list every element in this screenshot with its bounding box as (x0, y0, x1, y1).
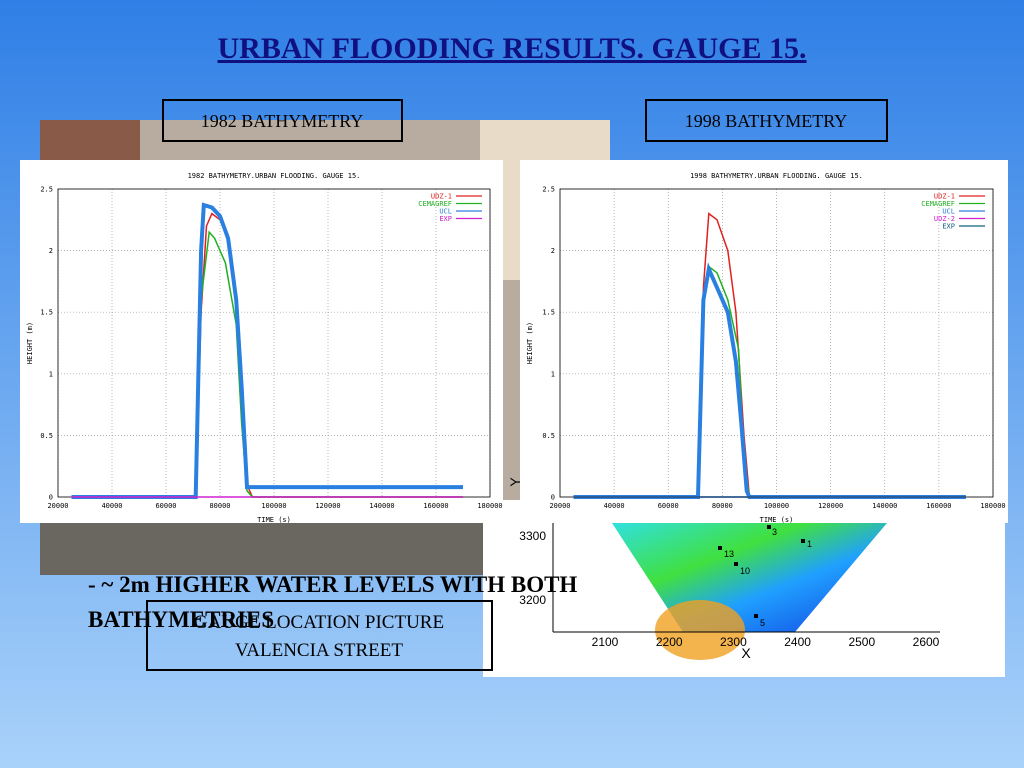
x-tick-label: 120000 (315, 502, 340, 510)
series-line (573, 262, 966, 499)
chart-panel (20, 160, 503, 523)
x-tick-label: 180000 (477, 502, 502, 510)
legend-label: UCL (439, 208, 452, 216)
map-x-tick: 2500 (848, 635, 875, 649)
x-tick-label: 160000 (423, 502, 448, 510)
x-tick-label: 80000 (712, 502, 733, 510)
x-tick-label: 180000 (980, 502, 1005, 510)
y-axis-label: HEIGHT (m) (26, 322, 34, 364)
chart-title: 1982 BATHYMETRY.URBAN FLOODING. GAUGE 15… (188, 172, 361, 180)
map-x-tick: 2100 (592, 635, 619, 649)
map-y-tick: 3200 (519, 593, 546, 607)
slide-title: URBAN FLOODING RESULTS. GAUGE 15. (218, 32, 807, 65)
x-tick-label: 160000 (926, 502, 951, 510)
y-tick-label: 2 (551, 247, 555, 255)
y-tick-label: 1 (49, 370, 53, 378)
map-point (767, 525, 771, 529)
legend-label: CEMAGREF (418, 200, 452, 208)
series-line (71, 202, 463, 499)
map-point (734, 562, 738, 566)
series-line (697, 212, 966, 498)
legend-label: EXP (439, 215, 452, 223)
chart-panel (520, 160, 1008, 523)
gauge-map (483, 500, 1005, 677)
y-tick-label: 2.5 (542, 186, 555, 194)
map-point (754, 614, 758, 618)
map-point (718, 546, 722, 550)
legend-label: UDZ-1 (934, 193, 955, 201)
y-tick-label: 1 (551, 370, 555, 378)
x-tick-label: 120000 (818, 502, 843, 510)
map-x-tick: 2300 (720, 635, 747, 649)
legend-label: UCL (942, 208, 955, 216)
y-tick-label: 2.5 (40, 186, 53, 194)
series-line (194, 230, 463, 498)
map-y-tick: 3300 (519, 529, 546, 543)
y-tick-label: 0.5 (40, 432, 53, 440)
x-tick-label: 40000 (604, 502, 625, 510)
legend-label: UDZ-2 (934, 215, 955, 223)
map-point-label: 5 (760, 618, 765, 628)
map-y-label: Y (507, 477, 523, 487)
map-point-label: 1 (807, 539, 812, 549)
legend-label: UDZ-1 (431, 193, 452, 201)
y-tick-label: 0.5 (542, 432, 555, 440)
map-point-label: 13 (724, 549, 734, 559)
y-tick-label: 2 (49, 247, 53, 255)
x-axis-label: TIME (s) (257, 516, 291, 524)
picture-line: VALENCIA STREET (235, 640, 403, 661)
x-tick-label: 60000 (658, 502, 679, 510)
y-axis-label: HEIGHT (m) (526, 322, 534, 364)
x-tick-label: 20000 (47, 502, 68, 510)
label-1982: 1982 BATHYMETRY (201, 111, 364, 131)
y-tick-label: 0 (551, 494, 555, 502)
x-tick-label: 60000 (155, 502, 176, 510)
map-x-tick: 2200 (656, 635, 683, 649)
x-tick-label: 140000 (369, 502, 394, 510)
x-tick-label: 140000 (872, 502, 897, 510)
map-point-label: 10 (740, 566, 750, 576)
map-point-label: 3 (772, 527, 777, 537)
label-box (645, 99, 888, 142)
x-axis-label: TIME (s) (760, 516, 794, 524)
x-tick-label: 20000 (549, 502, 570, 510)
map-x-tick: 2600 (913, 635, 940, 649)
x-tick-label: 100000 (261, 502, 286, 510)
legend-label: CEMAGREF (921, 200, 955, 208)
map-x-label: X (741, 645, 751, 661)
x-tick-label: 80000 (209, 502, 230, 510)
label-box (162, 99, 403, 142)
picture-box (146, 600, 493, 671)
y-tick-label: 1.5 (40, 309, 53, 317)
map-x-tick: 2400 (784, 635, 811, 649)
chart-title: 1998 BATHYMETRY.URBAN FLOODING. GAUGE 15… (690, 172, 863, 180)
y-tick-label: 0 (49, 494, 53, 502)
picture-line: GAUGE LOCATION PICTURE (194, 612, 444, 633)
label-1998: 1998 BATHYMETRY (685, 111, 848, 131)
bullet: - ~ 2m HIGHER WATER LEVELS WITH BOTH BATH… (88, 572, 577, 632)
legend-label: EXP (942, 223, 955, 231)
y-tick-label: 1.5 (542, 309, 555, 317)
map-point (801, 539, 805, 543)
x-tick-label: 100000 (764, 502, 789, 510)
x-tick-label: 40000 (101, 502, 122, 510)
